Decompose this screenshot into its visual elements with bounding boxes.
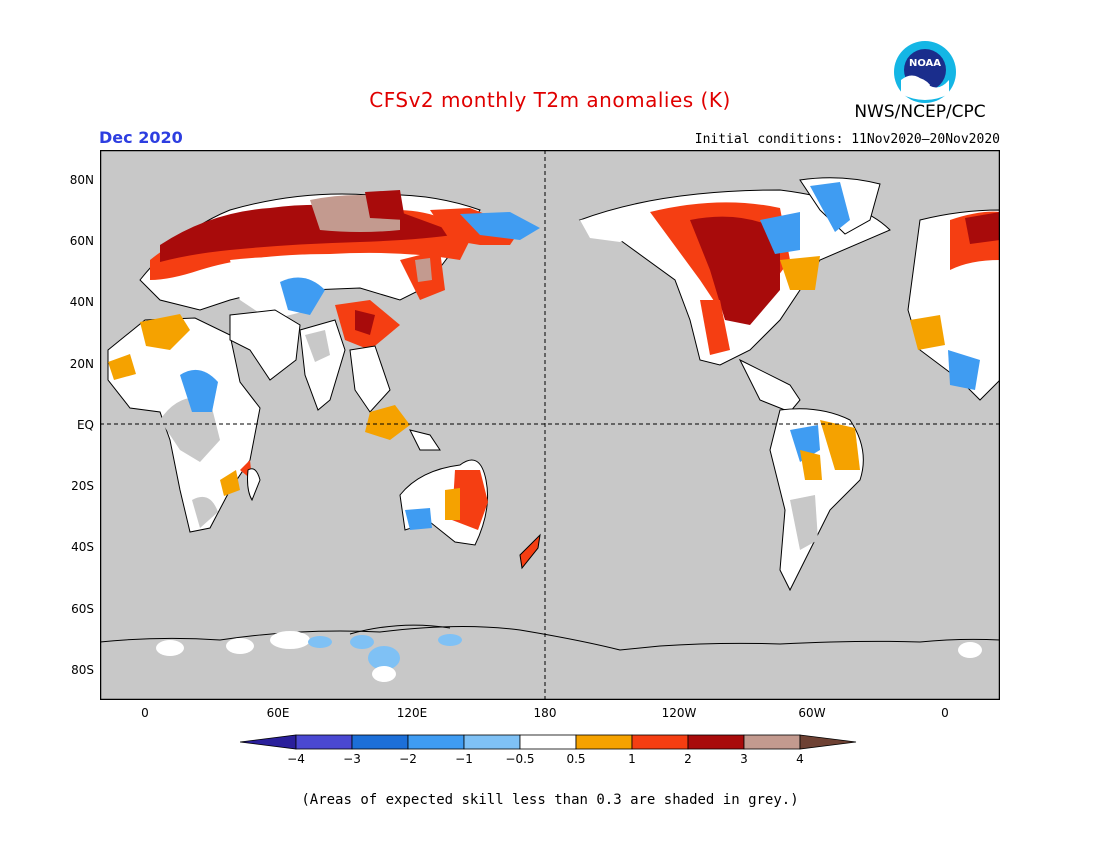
antarctica-coast bbox=[100, 625, 1000, 651]
antarctica-coast-2 bbox=[349, 624, 451, 635]
colorbar-segment bbox=[519, 734, 577, 750]
anomaly-patch bbox=[438, 634, 462, 646]
anomaly-patch bbox=[308, 636, 332, 648]
lon-label: 0 bbox=[141, 706, 149, 720]
anomaly-patch bbox=[180, 369, 218, 412]
anomaly-patch bbox=[108, 354, 136, 380]
colorbar-label: 2 bbox=[684, 752, 692, 766]
new-zealand bbox=[519, 533, 541, 570]
map-frame bbox=[100, 150, 1000, 700]
anomaly-patch bbox=[156, 640, 184, 656]
lon-label: 180 bbox=[533, 706, 557, 720]
anomaly-patch bbox=[760, 212, 800, 254]
colorbar-label: −3 bbox=[343, 752, 361, 766]
lat-label: 60S bbox=[71, 602, 94, 616]
anomaly-patch bbox=[958, 642, 982, 658]
noaa-logo-text: NOAA bbox=[909, 58, 941, 69]
colorbar-arrow-high bbox=[799, 734, 857, 750]
anomaly-patch bbox=[780, 256, 820, 290]
colorbar-label: 0.5 bbox=[566, 752, 586, 766]
grey-skill-mask bbox=[305, 330, 330, 362]
colorbar-segment bbox=[743, 734, 801, 750]
colorbar-segment bbox=[463, 734, 521, 750]
colorbar-label: −2 bbox=[399, 752, 417, 766]
anomaly-patch bbox=[790, 425, 820, 462]
lon-label: 60E bbox=[266, 706, 290, 720]
anomaly-patch bbox=[690, 216, 780, 325]
colorbar-label: 1 bbox=[628, 752, 636, 766]
anomaly-patch bbox=[355, 310, 375, 335]
anomaly-patch bbox=[372, 666, 396, 682]
anomaly-patch bbox=[365, 190, 405, 220]
lon-label: 120W bbox=[661, 706, 697, 720]
lat-label: 20S bbox=[71, 479, 94, 493]
skill-footnote: (Areas of expected skill less than 0.3 a… bbox=[301, 792, 799, 808]
agency-label: NWS/NCEP/CPC bbox=[854, 102, 986, 122]
colorbar-segment bbox=[687, 734, 745, 750]
southeast-asia bbox=[349, 345, 391, 413]
lon-label: 60W bbox=[798, 706, 826, 720]
anomaly-patch bbox=[910, 315, 945, 350]
anomaly-patch bbox=[820, 420, 860, 470]
lat-label: EQ bbox=[76, 418, 94, 432]
anomaly-patch bbox=[270, 631, 310, 649]
grey-skill-mask bbox=[192, 496, 218, 528]
colorbar-arrow-low bbox=[240, 734, 297, 750]
anomaly-patch bbox=[365, 405, 410, 440]
anomaly-patch bbox=[405, 508, 432, 530]
colorbar-label: −1 bbox=[455, 752, 473, 766]
lat-label: 60N bbox=[69, 234, 94, 248]
anomaly-patch bbox=[445, 488, 460, 520]
arabia bbox=[229, 309, 301, 381]
anomaly-patch bbox=[452, 470, 488, 530]
anomaly-patch bbox=[350, 635, 374, 649]
initial-conditions: Initial conditions: 11Nov2020–20Nov2020 bbox=[694, 132, 1000, 147]
anomaly-patch bbox=[800, 450, 822, 480]
colorbar-segment bbox=[351, 734, 409, 750]
anomaly-map bbox=[100, 150, 1000, 700]
colorbar bbox=[240, 734, 857, 750]
noaa-logo-icon: NOAA bbox=[894, 41, 956, 103]
lat-label: 20N bbox=[69, 357, 94, 371]
colorbar-segment bbox=[407, 734, 465, 750]
anomaly-patch bbox=[810, 182, 850, 232]
anomaly-patch bbox=[226, 638, 254, 654]
grey-skill-mask bbox=[160, 397, 220, 462]
colorbar-label: −0.5 bbox=[505, 752, 535, 766]
lat-label: 80S bbox=[71, 663, 94, 677]
colorbar-segment bbox=[631, 734, 689, 750]
chart-title: CFSv2 monthly T2m anomalies (K) bbox=[369, 88, 731, 112]
anomaly-patch bbox=[965, 212, 1000, 244]
anomaly-patch bbox=[140, 314, 190, 350]
lat-label: 40N bbox=[69, 295, 94, 309]
central-america bbox=[738, 358, 801, 413]
colorbar-label: 3 bbox=[740, 752, 748, 766]
anomaly-patch bbox=[220, 470, 240, 496]
anomaly-patch bbox=[580, 212, 650, 242]
forecast-month: Dec 2020 bbox=[99, 128, 183, 147]
colorbar-label: −4 bbox=[287, 752, 305, 766]
colorbar-label: 4 bbox=[796, 752, 804, 766]
madagascar bbox=[247, 468, 261, 502]
grey-skill-mask bbox=[790, 495, 818, 550]
lat-label: 40S bbox=[71, 540, 94, 554]
noaa-logo: NOAA bbox=[893, 40, 957, 104]
borneo bbox=[409, 429, 441, 451]
colorbar-segment bbox=[575, 734, 633, 750]
anomaly-patch bbox=[368, 646, 400, 670]
anomaly-patch bbox=[415, 258, 432, 282]
anomaly-patch bbox=[460, 212, 540, 240]
anomaly-patch bbox=[700, 300, 730, 355]
lon-label: 120E bbox=[396, 706, 428, 720]
lon-label: 0 bbox=[941, 706, 949, 720]
lat-label: 80N bbox=[69, 173, 94, 187]
anomaly-patch bbox=[280, 277, 325, 315]
anomaly-patch bbox=[948, 350, 980, 390]
colorbar-segment bbox=[295, 734, 353, 750]
